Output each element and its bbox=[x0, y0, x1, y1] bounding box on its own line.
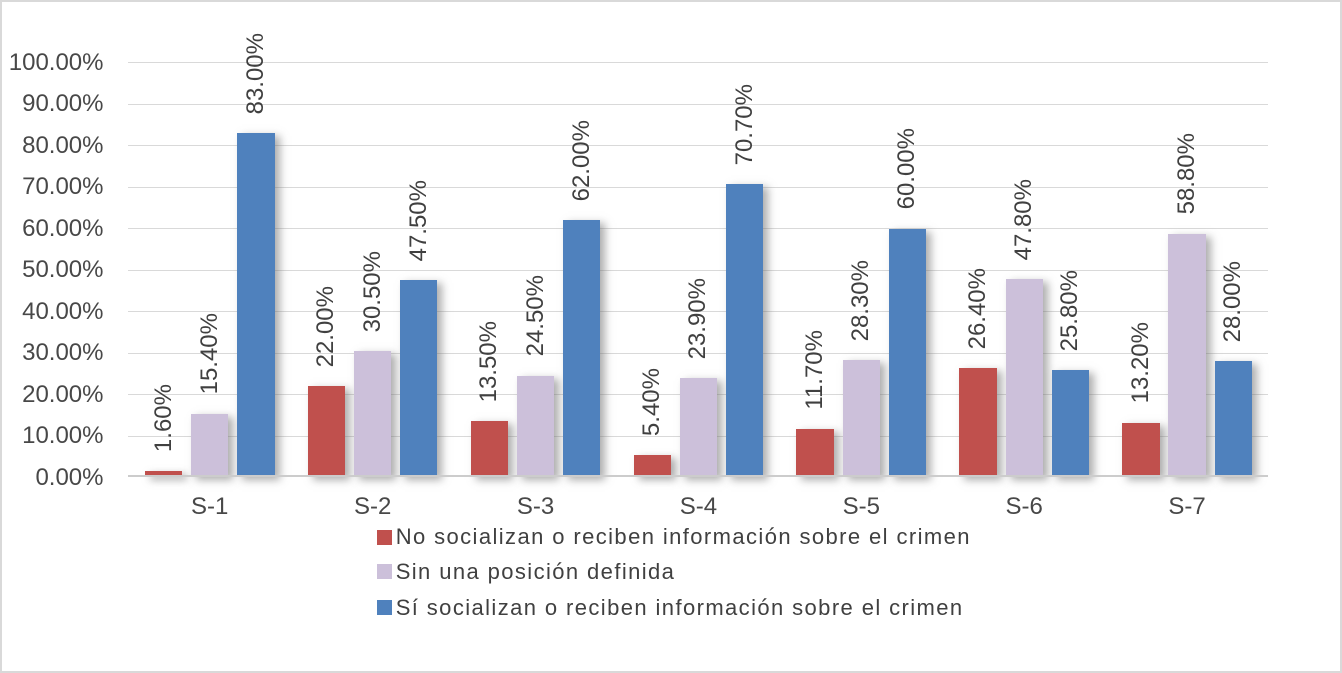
gridline bbox=[128, 311, 1269, 313]
bar-value-label: 1.60% bbox=[149, 383, 177, 452]
bar-value-label: 24.50% bbox=[521, 275, 549, 357]
y-axis-tick-label: 30.00% bbox=[22, 339, 104, 367]
bar-value-label: 83.00% bbox=[241, 32, 269, 115]
y-axis-tick-label: 20.00% bbox=[22, 380, 104, 408]
gridline bbox=[128, 145, 1269, 147]
bar-value-label: 47.50% bbox=[404, 180, 432, 262]
bar-S-1-series-1 bbox=[144, 470, 183, 478]
gridline bbox=[128, 269, 1269, 271]
bar-S-4-series-2 bbox=[679, 378, 718, 478]
bar-S-4-series-3 bbox=[725, 184, 764, 478]
y-axis-tick-label: 90.00% bbox=[22, 90, 104, 118]
bar-value-label: 30.50% bbox=[358, 250, 386, 332]
bar-S-1-series-2 bbox=[191, 413, 229, 478]
bar-value-label: 23.90% bbox=[684, 277, 712, 360]
gridline bbox=[128, 103, 1269, 105]
bar-value-label: 11.70% bbox=[801, 330, 829, 410]
bar-S-7-series-3 bbox=[1214, 361, 1252, 478]
bar-S-2-series-3 bbox=[400, 280, 438, 478]
category-label: S-1 bbox=[191, 492, 229, 520]
legend-swatch bbox=[376, 564, 392, 579]
bar-S-5-series-1 bbox=[796, 428, 834, 478]
bar-S-4-series-1 bbox=[633, 455, 671, 478]
y-axis-tick-label: 70.00% bbox=[22, 173, 104, 201]
bar-S-7-series-2 bbox=[1168, 233, 1206, 478]
bar-S-6-series-3 bbox=[1051, 370, 1089, 478]
bar-value-label: 25.80% bbox=[1056, 270, 1084, 352]
legend-label: Sin una posición definida bbox=[395, 558, 676, 584]
bar-value-label: 28.30% bbox=[847, 259, 875, 342]
gridline bbox=[128, 62, 1269, 64]
bar-value-label: 5.40% bbox=[638, 368, 666, 437]
y-axis-tick-label: 10.00% bbox=[22, 422, 104, 449]
bar-value-label: 62.00% bbox=[567, 119, 595, 202]
y-axis-tick-label: 80.00% bbox=[22, 131, 104, 159]
category-label: S-7 bbox=[1168, 492, 1206, 520]
y-axis-tick-label: 40.00% bbox=[22, 297, 104, 325]
legend-item: Sin una posición definida bbox=[376, 558, 676, 585]
legend-item: Sí socializan o reciben información sobr… bbox=[376, 594, 964, 621]
bar-value-label: 13.20% bbox=[1126, 322, 1154, 404]
y-axis-tick-label: 0.00% bbox=[35, 463, 104, 491]
bar-S-2-series-2 bbox=[353, 350, 392, 478]
legend-item: No socializan o reciben información sobr… bbox=[376, 524, 971, 550]
bar-S-2-series-1 bbox=[307, 386, 346, 478]
bar-value-label: 47.80% bbox=[1010, 178, 1038, 261]
legend-label: No socializan o reciben información sobr… bbox=[395, 524, 971, 549]
bar-S-7-series-1 bbox=[1122, 422, 1160, 478]
bar-value-label: 26.40% bbox=[964, 267, 992, 349]
bar-value-label: 13.50% bbox=[475, 321, 503, 403]
bar-S-1-series-3 bbox=[237, 133, 275, 478]
bar-S-6-series-2 bbox=[1005, 279, 1043, 478]
category-label: S-6 bbox=[1005, 492, 1043, 520]
legend-label: Sí socializan o reciben información sobr… bbox=[395, 594, 964, 620]
category-label: S-4 bbox=[679, 492, 718, 520]
gridline bbox=[128, 228, 1269, 230]
category-label: S-2 bbox=[353, 492, 392, 520]
bar-value-label: 22.00% bbox=[312, 285, 340, 368]
bar-value-label: 15.40% bbox=[195, 313, 223, 395]
bar-value-label: 58.80% bbox=[1173, 133, 1201, 215]
bar-S-3-series-3 bbox=[563, 220, 601, 478]
legend-swatch bbox=[376, 600, 392, 615]
bar-S-6-series-1 bbox=[959, 367, 997, 478]
y-axis-tick-label: 50.00% bbox=[22, 256, 104, 284]
x-axis-line bbox=[128, 475, 1269, 478]
category-label: S-3 bbox=[516, 492, 555, 520]
bar-value-label: 28.00% bbox=[1219, 260, 1247, 343]
bar-S-3-series-2 bbox=[516, 375, 555, 478]
y-axis-tick-label: 60.00% bbox=[22, 214, 104, 242]
bar-value-label: 60.00% bbox=[893, 128, 921, 210]
bar-S-5-series-3 bbox=[888, 228, 927, 478]
bar-S-3-series-1 bbox=[470, 421, 508, 478]
gridline bbox=[128, 186, 1269, 188]
bar-S-5-series-2 bbox=[842, 360, 880, 478]
category-label: S-5 bbox=[842, 492, 880, 520]
legend-swatch bbox=[376, 529, 392, 545]
gridline bbox=[128, 352, 1269, 354]
bar-value-label: 70.70% bbox=[730, 83, 758, 166]
y-axis-tick-label: 100.00% bbox=[8, 48, 104, 76]
